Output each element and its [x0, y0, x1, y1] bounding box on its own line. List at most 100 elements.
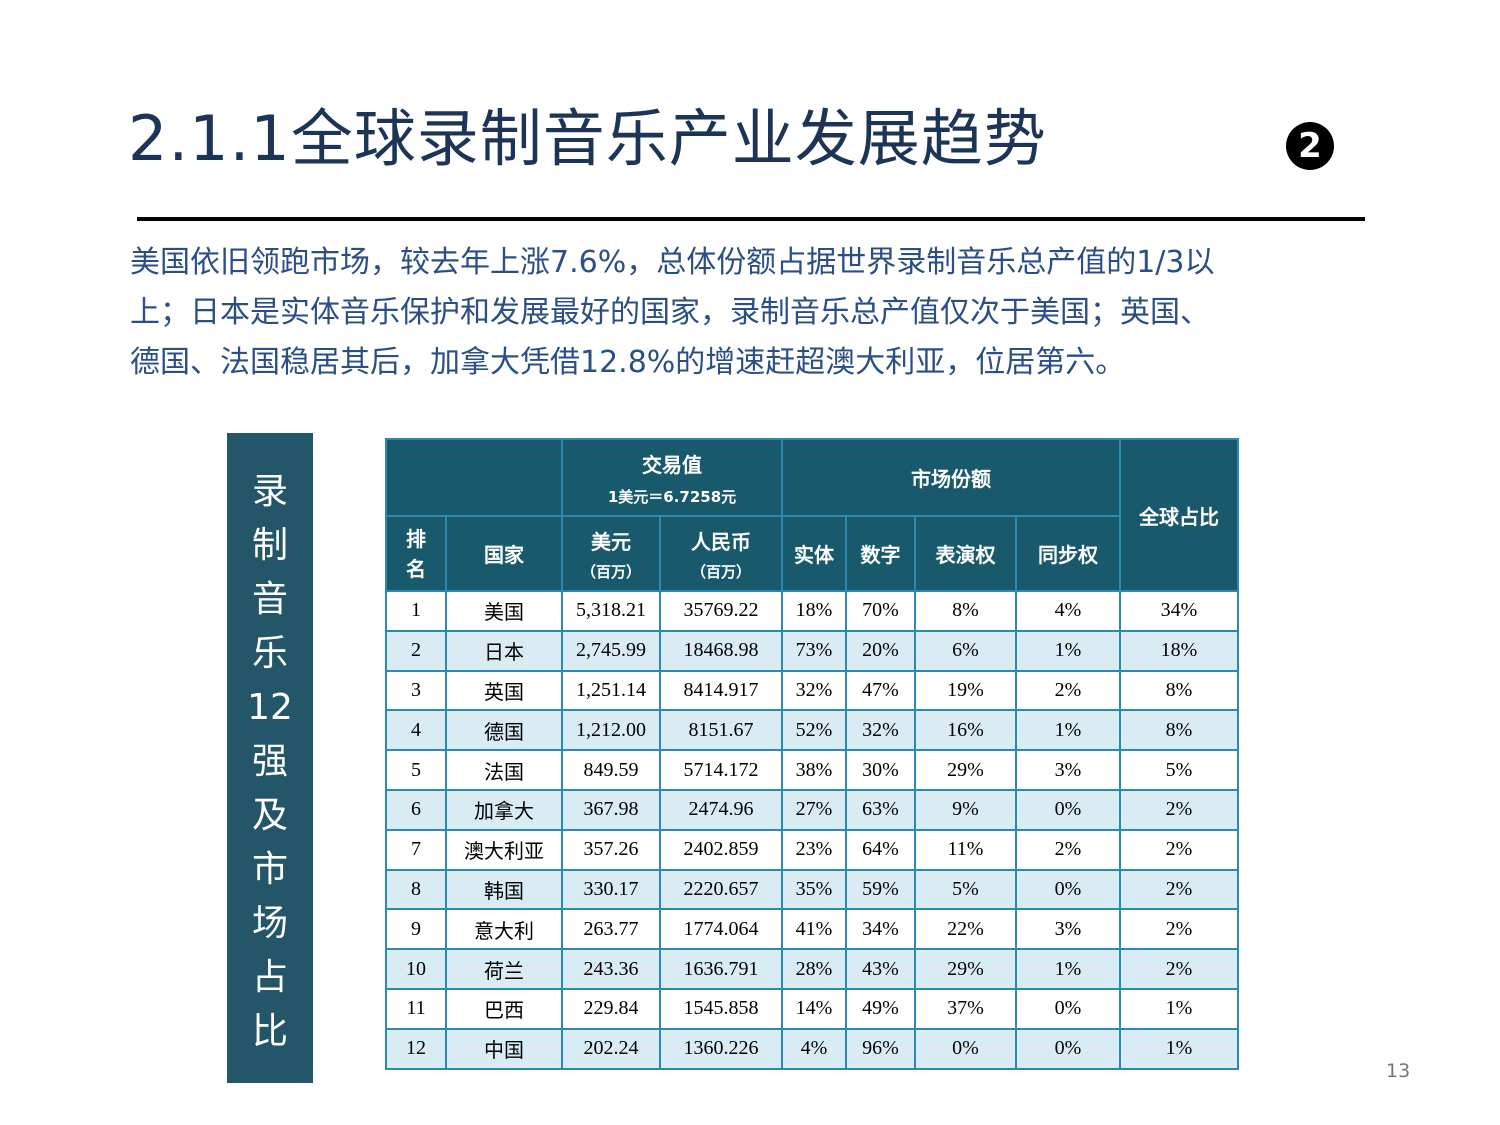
table-cell: 澳大利亚 [445, 828, 563, 871]
header-text: 数字 [860, 543, 901, 567]
table-cell: 1360.226 [659, 1027, 783, 1070]
table-cell: 4% [1015, 590, 1121, 632]
column-header: 表演权 [914, 515, 1017, 592]
side-char: 及 [251, 795, 288, 836]
table-cell: 5% [1119, 749, 1239, 791]
empty-header [385, 438, 563, 517]
table-cell: 韩国 [445, 868, 563, 911]
table-cell: 330.17 [561, 868, 661, 911]
table-cell: 0% [914, 1027, 1017, 1070]
table-cell: 18% [1119, 629, 1239, 672]
table-cell: 63% [845, 788, 916, 831]
table-cell: 2% [1119, 948, 1239, 990]
table-cell: 10 [385, 948, 447, 990]
table-cell: 7 [385, 828, 447, 871]
table-cell: 34% [845, 908, 916, 951]
header-sub: （百万） [580, 562, 641, 581]
paragraph-line: 上；日本是实体音乐保护和发展最好的国家，录制音乐总产值仅次于美国；英国、 [130, 295, 1210, 330]
table-cell: 8% [1119, 709, 1239, 752]
header-text: 交易值 [642, 452, 702, 477]
table-cell: 22% [914, 908, 1017, 951]
header-sub: （百万） [690, 562, 751, 581]
table-cell: 1% [1015, 948, 1121, 990]
side-char: 强 [251, 741, 288, 782]
side-char: 录 [251, 471, 288, 512]
table-cell: 38% [781, 749, 847, 791]
side-char: 乐 [251, 633, 288, 674]
side-char: 占 [251, 957, 288, 998]
table-cell: 4 [385, 709, 447, 752]
table-cell: 中国 [445, 1027, 563, 1070]
table-cell: 70% [845, 590, 916, 632]
table-cell: 32% [781, 669, 847, 712]
table-cell: 0% [1015, 987, 1121, 1030]
table-row: 4 德国 1,212.00 8151.67 52% 32% 16% 1% 8% [385, 709, 1239, 752]
table-cell: 59% [845, 868, 916, 911]
table-cell: 9% [914, 788, 1017, 831]
table-cell: 8 [385, 868, 447, 911]
header-text: 实体 [794, 543, 834, 567]
table-cell: 229.84 [561, 987, 661, 1030]
table-cell: 27% [781, 788, 847, 831]
table-cell: 23% [781, 828, 847, 871]
side-char: 12 [247, 687, 293, 728]
table-row: 10 荷兰 243.36 1636.791 28% 43% 29% 1% 2% [385, 948, 1239, 990]
header-text: 美元 [591, 529, 631, 554]
table-cell: 2% [1119, 868, 1239, 911]
table-cell: 德国 [445, 709, 563, 752]
table-cell: 3% [1015, 908, 1121, 951]
table-cell: 英国 [445, 669, 563, 712]
table-cell: 0% [1015, 1027, 1121, 1070]
table-cell: 64% [845, 828, 916, 871]
table-cell: 8% [914, 590, 1017, 632]
table-row: 11 巴西 229.84 1545.858 14% 49% 37% 0% 1% [385, 987, 1239, 1030]
table-cell: 37% [914, 987, 1017, 1030]
table-cell: 47% [845, 669, 916, 712]
page-number: 13 [1386, 1060, 1411, 1082]
table-cell: 263.77 [561, 908, 661, 951]
side-char: 市 [251, 849, 288, 890]
table-cell: 8151.67 [659, 709, 783, 752]
table-cell: 8% [1119, 669, 1239, 712]
table-cell: 29% [914, 749, 1017, 791]
header-text: 国家 [484, 543, 524, 567]
table-cell: 20% [845, 629, 916, 672]
table-cell: 1% [1015, 709, 1121, 752]
title: 2.1.1全球录制音乐产业发展趋势 [128, 102, 1047, 175]
table-cell: 美国 [445, 590, 563, 632]
side-char: 音 [251, 579, 288, 620]
badge: 2 [1286, 122, 1334, 170]
group-header: 全球占比 [1119, 438, 1239, 592]
table-cell: 2% [1015, 669, 1121, 712]
group-header: 交易值 1美元＝6.7258元 [561, 438, 783, 517]
table-cell: 2474.96 [659, 788, 783, 831]
table-cell: 1774.064 [659, 908, 783, 951]
table-cell: 16% [914, 709, 1017, 752]
table-row: 3 英国 1,251.14 8414.917 32% 47% 19% 2% 8% [385, 669, 1239, 712]
table-cell: 5714.172 [659, 749, 783, 791]
table-cell: 1% [1119, 987, 1239, 1030]
table-cell: 3% [1015, 749, 1121, 791]
table-cell: 52% [781, 709, 847, 752]
table-cell: 11 [385, 987, 447, 1030]
paragraph-line: 德国、法国稳居其后，加拿大凭借12.8%的增速赶超澳大利亚，位居第六。 [130, 345, 1126, 380]
header-sub: 1美元＝6.7258元 [607, 487, 737, 506]
table-cell: 意大利 [445, 908, 563, 951]
table-row: 5 法国 849.59 5714.172 38% 30% 29% 3% 5% [385, 749, 1239, 791]
paragraph-line: 美国依旧领跑市场，较去年上涨7.6%，总体份额占据世界录制音乐总产值的1/3以 [130, 245, 1215, 280]
group-header: 市场份额 [781, 438, 1121, 517]
rule [137, 217, 1365, 221]
table-row: 2 日本 2,745.99 18468.98 73% 20% 6% 1% 18% [385, 629, 1239, 672]
column-header: 美元 （百万） [561, 515, 661, 592]
table-cell: 357.26 [561, 828, 661, 871]
table-cell: 2% [1015, 828, 1121, 871]
table-cell: 3 [385, 669, 447, 712]
table-cell: 367.98 [561, 788, 661, 831]
table-cell: 12 [385, 1027, 447, 1070]
table-cell: 日本 [445, 629, 563, 672]
table-row: 6 加拿大 367.98 2474.96 27% 63% 9% 0% 2% [385, 788, 1239, 831]
table-cell: 0% [1015, 788, 1121, 831]
table-cell: 243.36 [561, 948, 661, 990]
table-cell: 1% [1119, 1027, 1239, 1070]
side-char: 比 [251, 1011, 288, 1052]
